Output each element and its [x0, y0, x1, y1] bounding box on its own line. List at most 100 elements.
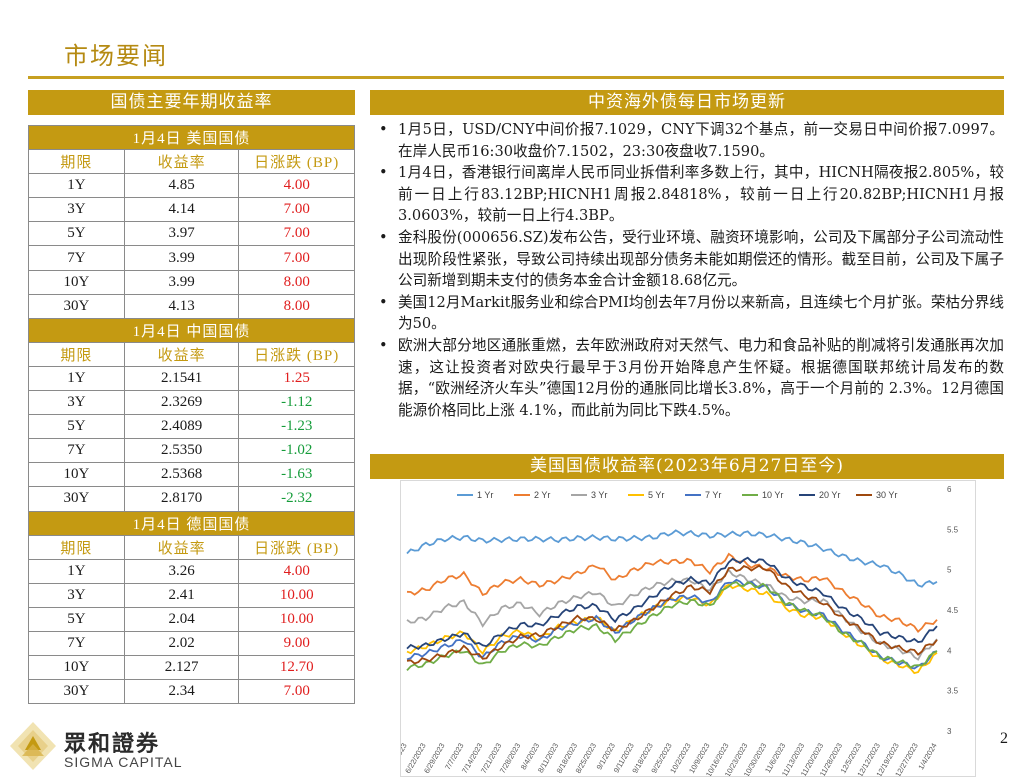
series-line: [406, 564, 938, 665]
table-row: 7Y 3.99 7.00: [28, 245, 355, 271]
yield-cell: 2.5350: [123, 438, 240, 464]
column-header: 日涨跌 (BP): [238, 341, 355, 367]
series-line: [406, 578, 938, 670]
table-row: 5Y 2.4089 -1.23: [28, 414, 355, 440]
chart-header: 美国国债收益率(2023年6月27日至今): [370, 454, 1004, 479]
table-row: 10Y 3.99 8.00: [28, 269, 355, 295]
term-cell: 10Y: [28, 655, 125, 681]
change-cell: -1.12: [238, 390, 355, 416]
section-title: 1月4日 德国国债: [28, 510, 355, 536]
sigma-capital-logo: 眾和證券 SIGMA CAPITAL: [0, 718, 200, 775]
table-row: 1Y 4.85 4.00: [28, 173, 355, 199]
change-cell: -1.63: [238, 462, 355, 488]
change-cell: 8.00: [238, 293, 355, 319]
change-cell: 9.00: [238, 630, 355, 657]
legend-label: 5 Yr: [648, 490, 664, 500]
column-header: 期限: [28, 149, 125, 175]
table-row: 3Y 4.14 7.00: [28, 197, 355, 223]
section-header-row: 1月4日 美国国债: [28, 124, 355, 151]
term-cell: 5Y: [28, 606, 125, 632]
table-row: 3Y 2.41 10.00: [28, 582, 355, 608]
term-cell: 1Y: [28, 558, 125, 584]
page-number: 2: [1000, 730, 1008, 747]
table-row: 30Y 4.13 8.00: [28, 293, 355, 319]
news-text: 美国12月Markit服务业和综合PMI均创去年7月份以来新高，且连续七个月扩张…: [398, 293, 1004, 333]
table-row: 1Y 3.26 4.00: [28, 558, 355, 584]
section-title: 1月4日 美国国债: [28, 124, 355, 151]
yield-cell: 4.14: [123, 197, 240, 223]
y-tick-label: 5.5: [947, 525, 959, 534]
change-cell: 8.00: [238, 269, 355, 295]
yield-cell: 3.97: [123, 221, 240, 247]
column-header: 收益率: [123, 534, 240, 560]
column-header-row: 期限 收益率 日涨跌 (BP): [28, 534, 355, 560]
table-row: 7Y 2.02 9.00: [28, 630, 355, 657]
series-line: [406, 556, 938, 650]
column-header: 收益率: [123, 149, 240, 175]
news-item: • 欧洲大部分地区通胀重燃，去年欧洲政府对天然气、电力和食品补贴的削减将引发通胀再…: [370, 335, 1004, 421]
term-cell: 1Y: [28, 365, 125, 392]
legend-label: 10 Yr: [762, 490, 783, 500]
change-cell: -1.02: [238, 438, 355, 464]
news-text: 1月4日，香港银行间离岸人民币同业拆借利率多数上行，其中，HICNH隔夜报2.8…: [398, 164, 1004, 225]
logo-mark-icon: [10, 722, 56, 770]
section-header-row: 1月4日 德国国债: [28, 510, 355, 536]
title-divider: [28, 76, 1004, 79]
table-row: 10Y 2.5368 -1.63: [28, 462, 355, 488]
y-tick-label: 6: [947, 485, 952, 494]
series-line: [406, 583, 938, 675]
change-cell: 10.00: [238, 582, 355, 608]
yield-cell: 2.5368: [123, 462, 240, 488]
legend-label: 1 Yr: [477, 490, 493, 500]
term-cell: 10Y: [28, 269, 125, 295]
logo-cn-text: 眾和證券: [64, 732, 161, 757]
news-panel: 中资海外债每日市场更新 • 1月5日，USD/CNY中间价报7.1029，CNY下…: [370, 90, 1004, 421]
page-title: 市场要闻: [64, 42, 168, 70]
series-line: [406, 581, 938, 672]
term-cell: 3Y: [28, 582, 125, 608]
table-row: 5Y 2.04 10.00: [28, 606, 355, 632]
table-row: 3Y 2.3269 -1.12: [28, 390, 355, 416]
yield-cell: 2.3269: [123, 390, 240, 416]
term-cell: 3Y: [28, 390, 125, 416]
table-row: 10Y 2.127 12.70: [28, 655, 355, 681]
news-header: 中资海外债每日市场更新: [370, 90, 1004, 115]
change-cell: 10.00: [238, 606, 355, 632]
term-cell: 5Y: [28, 414, 125, 440]
table-row: 1Y 2.1541 1.25: [28, 365, 355, 392]
yield-cell: 2.34: [123, 679, 240, 705]
table-row: 30Y 2.34 7.00: [28, 679, 355, 705]
term-cell: 30Y: [28, 293, 125, 319]
legend-label: 2 Yr: [534, 490, 550, 500]
column-header: 日涨跌 (BP): [238, 534, 355, 560]
column-header: 收益率: [123, 341, 240, 367]
yield-cell: 3.99: [123, 245, 240, 271]
y-tick-label: 3: [947, 727, 952, 736]
chart-svg: 6 5.5 5 4.5 4 3.5 3 1 Yr 2 Yr 3 Yr 5 Yr 7 Yr 10 Yr 20…: [384, 485, 959, 779]
news-text: 1月5日，USD/CNY中间价报7.1029，CNY下调32个基点，前一交易日中…: [398, 121, 1004, 160]
table-row: 5Y 3.97 7.00: [28, 221, 355, 247]
bullet-icon: •: [379, 164, 388, 182]
column-header: 期限: [28, 341, 125, 367]
news-item: • 1月4日，香港银行间离岸人民币同业拆借利率多数上行，其中，HICNH隔夜报2.…: [370, 162, 1004, 227]
series-line: [406, 529, 938, 588]
bond-yields-header: 国债主要年期收益率: [28, 90, 355, 115]
table-row: 7Y 2.5350 -1.02: [28, 438, 355, 464]
bond-yields-panel: 国债主要年期收益率 1月4日 美国国债 期限 收益率 日涨跌 (BP) 1Y 4.85 4.…: [28, 90, 355, 705]
yield-cell: 2.8170: [123, 486, 240, 512]
news-item: • 金科股份(000656.SZ)发布公告，受行业环境、融资环境影响，公司及下属部…: [370, 227, 1004, 292]
yield-cell: 2.4089: [123, 414, 240, 440]
news-text: 金科股份(000656.SZ)发布公告，受行业环境、融资环境影响，公司及下属部分…: [398, 228, 1004, 290]
section-header-row: 1月4日 中国国债: [28, 317, 355, 343]
bullet-icon: •: [379, 336, 388, 354]
change-cell: 12.70: [238, 655, 355, 681]
change-cell: 4.00: [238, 558, 355, 584]
legend-label: 20 Yr: [819, 490, 840, 500]
y-tick-label: 4: [947, 646, 952, 655]
legend-label: 3 Yr: [591, 490, 607, 500]
bond-yields-table: 1月4日 美国国债 期限 收益率 日涨跌 (BP) 1Y 4.85 4.00 3Y 4.14 7.…: [28, 124, 355, 705]
yield-cell: 3.26: [123, 558, 240, 584]
bullet-icon: •: [379, 121, 388, 138]
yield-cell: 2.04: [123, 606, 240, 632]
y-tick-label: 3.5: [947, 687, 959, 696]
